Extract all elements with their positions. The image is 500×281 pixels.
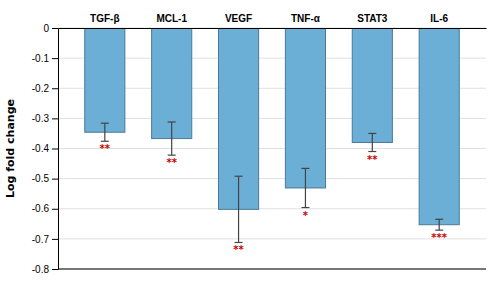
y-axis: 0 -0.1 -0.2 -0.3 -0.4 -0.5 -0.6 -0.7 -0.8 [32,23,59,275]
bar [352,28,392,142]
tick-label: MCL-1 [156,13,187,24]
tick-label: VEGF [225,13,252,24]
axis-line [58,269,486,270]
tick-label: 0 [43,23,49,34]
tick-label: -0.2 [32,83,50,94]
error-cap [435,230,443,231]
tick: -0.5 [32,173,58,184]
bar [285,28,325,188]
tick: VEGF [225,13,252,24]
tick-label: TNF-α [291,13,321,24]
error-cap [101,141,109,142]
error-line [238,176,239,242]
tick: IL-6 [430,13,448,24]
plot: ************0-0.1-0.2-0.3-0.4-0.5-0.6-0.… [32,13,487,275]
tick: -0.8 [32,264,58,275]
bar [85,28,125,132]
annotation: ** [233,244,244,255]
tick: -0.1 [32,53,58,64]
tick-mark [52,179,58,180]
tick-label: -0.4 [32,143,50,154]
tick-mark [52,58,58,59]
error-cap [368,151,376,152]
bar [419,28,459,225]
error-line [439,219,440,230]
tick-label: IL-6 [430,13,448,24]
axis-line [52,29,59,270]
error-cap [301,207,309,208]
error-cap [301,168,309,169]
bar [152,28,192,139]
error-bar [168,122,176,155]
tick: -0.3 [32,113,58,124]
tick: -0.4 [32,143,58,154]
error-cap [368,133,376,134]
error-cap [168,155,176,156]
y-axis-title: Log fold change [4,99,17,198]
error-cap [101,123,109,124]
tick-label: -0.8 [32,264,50,275]
error-cap [435,219,443,220]
tick-label: -0.5 [32,173,50,184]
tick: -0.2 [32,83,58,94]
tick-mark [52,28,58,29]
error-cap [235,176,243,177]
error-line [104,123,105,141]
marks [85,28,460,242]
tick-label: -0.1 [32,53,50,64]
error-line [171,122,172,155]
tick-label: -0.7 [32,234,50,245]
x-axis: TGF-β MCL-1 VEGF TNF-α STAT3 IL-6 [59,13,487,29]
error-cap [168,121,176,122]
tick-label: -0.3 [32,113,50,124]
tick-mark [52,209,58,210]
grid [58,28,486,269]
error-line [305,168,306,207]
tick: -0.6 [32,203,58,214]
axis-line [59,28,487,29]
tick-label: TGF-β [90,13,119,24]
error-bar [301,168,309,207]
tick: TGF-β [90,13,119,24]
error-cap [235,242,243,243]
grid-line [58,28,486,29]
error-bar [368,133,376,151]
tick: TNF-α [291,13,321,24]
error-bar [235,176,243,242]
grid-line [58,238,486,239]
tick-mark [52,149,58,150]
error-line [372,133,373,151]
tick: MCL-1 [156,13,187,24]
tick-mark [52,269,58,270]
annotation: ** [367,154,378,165]
error-bar [101,123,109,141]
annotation: * [303,210,309,221]
chart: ************0-0.1-0.2-0.3-0.4-0.5-0.6-0.… [0,0,500,281]
tick-mark [52,88,58,89]
tick-label: STAT3 [357,13,388,24]
annotation: ** [100,143,111,154]
tick: STAT3 [357,13,388,24]
annotation: ** [166,157,177,168]
tick-mark [52,118,58,119]
error-bar [435,219,443,230]
annotation: *** [431,232,447,243]
grid-line [58,269,486,270]
tick: -0.7 [32,234,58,245]
tick-label: -0.6 [32,203,50,214]
tick: 0 [43,23,58,34]
annotations: ************ [100,143,448,255]
tick-mark [52,239,58,240]
